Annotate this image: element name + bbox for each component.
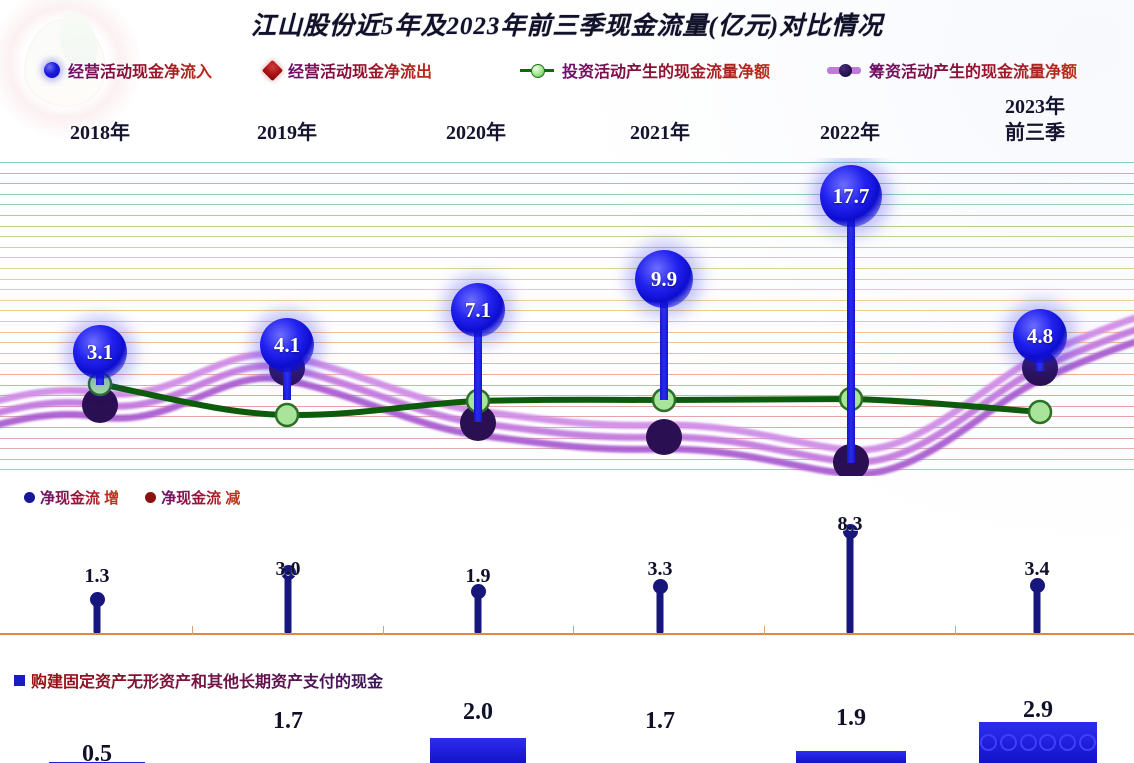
year-label-2021: 2021年 bbox=[630, 122, 690, 144]
plot-gridlines bbox=[0, 158, 1134, 476]
axis-tick bbox=[192, 626, 193, 635]
operating-cashflow-bubble: 4.1 bbox=[260, 318, 314, 372]
chart-title: 江山股份近5年及2023年前三季现金流量(亿元)对比情况 bbox=[250, 13, 884, 40]
net-cashflow-stem bbox=[656, 590, 664, 633]
year-label-line2: 前三季 bbox=[1005, 122, 1065, 144]
chart-legend: 经营活动现金净流入 经营活动现金净流出 投资活动产生的现金流量净额 筹资活动产生… bbox=[0, 58, 1134, 84]
capex-bar bbox=[979, 722, 1097, 763]
net-cashflow-stem bbox=[474, 595, 482, 633]
operating-cashflow-bubble: 17.7 bbox=[820, 165, 882, 227]
plot-series-svg bbox=[0, 314, 1134, 476]
capex-value-label: 0.5 bbox=[82, 741, 112, 763]
operating-cashflow-bubble: 4.8 bbox=[1013, 309, 1067, 363]
capex-value-label: 1.9 bbox=[836, 705, 866, 731]
axis-tick bbox=[383, 626, 384, 635]
capex-bar bbox=[430, 738, 526, 763]
blue-circle-marker-icon bbox=[44, 62, 60, 78]
axis-tick bbox=[955, 626, 956, 635]
net-cashflow-value-label: 1.9 bbox=[465, 565, 491, 587]
investing-line bbox=[97, 381, 1043, 419]
capex-value-label: 2.9 bbox=[1023, 697, 1053, 723]
legend-item-investing: 投资活动产生的现金流量净额 bbox=[520, 58, 770, 82]
legend-item-net-decrease: 净现金流 减 bbox=[145, 487, 240, 508]
net-cashflow-stem bbox=[93, 603, 101, 633]
bubble-stem bbox=[474, 310, 482, 422]
legend-item-net-increase: 净现金流 增 bbox=[24, 487, 119, 508]
net-cashflow-value-label: 3.0 bbox=[275, 558, 301, 580]
net-cashflow-stem bbox=[1033, 589, 1041, 633]
legend-item-operating-outflow: 经营活动现金净流出 bbox=[261, 58, 432, 82]
legend-item-operating-inflow: 经营活动现金净流入 bbox=[44, 58, 212, 82]
net-cashflow-value-label: 1.3 bbox=[84, 565, 110, 587]
stem-baseline bbox=[0, 633, 1134, 635]
financing-ribbon bbox=[0, 314, 1134, 476]
blue-dot-icon bbox=[24, 492, 35, 503]
axis-tick bbox=[573, 626, 574, 635]
legend-label: 净现金流 减 bbox=[161, 487, 240, 508]
net-cashflow-value-label: 8.3 bbox=[837, 513, 863, 535]
capex-value-label: 1.7 bbox=[273, 708, 303, 734]
net-cashflow-stem-chart bbox=[0, 505, 1134, 635]
capex-value-label: 2.0 bbox=[463, 699, 493, 725]
legend-label: 经营活动现金净流出 bbox=[288, 58, 432, 82]
operating-cashflow-bubble: 9.9 bbox=[635, 250, 693, 308]
capex-bar-chart: 0.5 1.7 2.0 1.7 1.9 2.9 bbox=[0, 694, 1134, 763]
bubble-stem bbox=[660, 279, 668, 400]
green-line-marker-icon bbox=[520, 63, 554, 78]
year-axis-labels: 2018年 2019年 2020年 2021年 2022年 2023年 前三季 bbox=[0, 92, 1134, 152]
legend-label: 经营活动现金净流入 bbox=[68, 58, 212, 82]
net-cashflow-stem bbox=[846, 535, 854, 633]
net-cashflow-value-label: 3.4 bbox=[1024, 558, 1050, 580]
axis-tick bbox=[764, 626, 765, 635]
bubble-stem bbox=[283, 345, 291, 400]
red-dot-icon bbox=[145, 492, 157, 503]
capex-legend: 购建固定资产无形资产和其他长期资产支付的现金 bbox=[14, 668, 383, 692]
cashflow-plot-area: 3.1 4.1 7.1 9.9 17.7 4.8 bbox=[0, 158, 1134, 476]
net-cashflow-stem bbox=[284, 576, 292, 633]
legend-label: 净现金流 增 bbox=[40, 487, 119, 508]
legend-label: 投资活动产生的现金流量净额 bbox=[562, 58, 770, 82]
bubble-stem bbox=[847, 196, 855, 463]
year-label-line1: 2023年 bbox=[1005, 96, 1065, 118]
purple-line-marker-icon bbox=[827, 63, 861, 77]
legend-label: 购建固定资产无形资产和其他长期资产支付的现金 bbox=[31, 668, 383, 692]
year-label-2023: 2023年 前三季 bbox=[955, 94, 1115, 146]
blue-square-icon bbox=[14, 674, 25, 686]
year-label-2022: 2022年 bbox=[820, 122, 880, 144]
capex-value-label: 1.7 bbox=[645, 708, 675, 734]
net-cashflow-value-label: 3.3 bbox=[647, 558, 673, 580]
year-label-2020: 2020年 bbox=[446, 122, 506, 144]
year-label-2018: 2018年 bbox=[70, 122, 130, 144]
legend-label: 筹资活动产生的现金流量净额 bbox=[869, 58, 1077, 82]
capex-bar bbox=[796, 751, 906, 763]
operating-cashflow-bubble: 3.1 bbox=[73, 325, 127, 379]
net-cashflow-legend: 净现金流 增 净现金流 减 bbox=[24, 487, 240, 508]
red-diamond-marker-icon bbox=[261, 59, 284, 81]
year-label-2019: 2019年 bbox=[257, 122, 317, 144]
operating-cashflow-bubble: 7.1 bbox=[451, 283, 505, 337]
legend-item-financing: 筹资活动产生的现金流量净额 bbox=[827, 58, 1077, 82]
